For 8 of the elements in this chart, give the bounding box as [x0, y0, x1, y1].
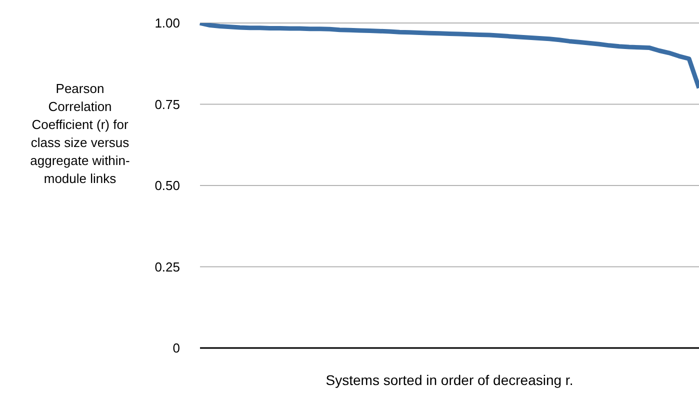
y-tick-label: 1.00 [154, 16, 180, 31]
y-tick-label: 0.50 [154, 178, 180, 194]
y-axis-title: Pearson Correlation Coefficient (r) for class size versus aggregate within-module links [29, 80, 131, 188]
line-series [198, 23, 699, 90]
x-axis-title: Systems sorted in order of decreasing r. [324, 372, 574, 388]
y-tick-label: 0.25 [154, 259, 180, 274]
y-tick-label: 0 [172, 340, 180, 356]
y-tick-label: 0.75 [154, 96, 180, 112]
